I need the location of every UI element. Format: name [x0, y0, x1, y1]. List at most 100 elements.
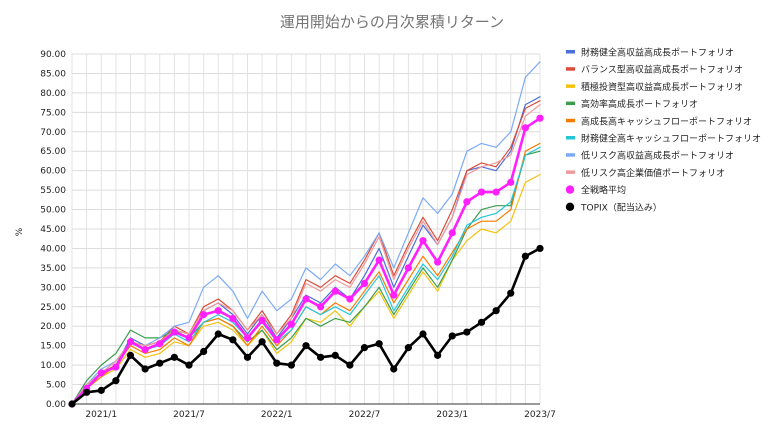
legend-swatch [566, 153, 575, 157]
legend-label: 財務健全高キャッシュフローポートフォリオ [581, 133, 761, 145]
y-tick-label: 0.00 [46, 400, 66, 410]
legend-item: 財務健全高収益高成長ポートフォリオ [566, 47, 734, 59]
data-point [390, 365, 398, 373]
legend-label: 高効率高成長ポートフォリオ [581, 98, 698, 110]
series-line [71, 103, 541, 405]
data-point [360, 344, 369, 352]
y-axis-label: % [15, 227, 25, 236]
data-point [448, 229, 456, 237]
data-point [200, 310, 208, 319]
data-point [156, 359, 164, 367]
series-7 [71, 103, 541, 405]
y-tick-label: 60.00 [40, 167, 66, 177]
y-tick-label: 70.00 [40, 128, 66, 138]
legend-swatch [566, 50, 575, 54]
data-point [346, 361, 354, 369]
data-point [521, 124, 529, 132]
data-point [404, 264, 412, 272]
data-point [536, 244, 544, 253]
data-point [463, 328, 471, 336]
legend-swatch [566, 67, 575, 71]
legend-item: 全戦略平均 [565, 184, 626, 196]
data-point [185, 361, 193, 369]
legend-swatch [566, 101, 575, 106]
data-point [434, 258, 442, 266]
x-tick-label: 2021/1 [85, 410, 117, 420]
data-point [448, 332, 456, 340]
data-point [521, 252, 529, 260]
data-point [507, 289, 515, 297]
y-tick-label: 45.00 [40, 225, 66, 235]
y-tick-label: 50.00 [40, 206, 66, 216]
data-point [434, 351, 442, 359]
y-tick-label: 35.00 [40, 264, 66, 274]
data-point [141, 345, 149, 354]
legend-label: 低リスク高企業価値ポートフォリオ [581, 167, 725, 179]
y-tick-label: 20.00 [40, 322, 66, 332]
x-tick-label: 2023/1 [436, 410, 468, 420]
data-point [375, 256, 383, 264]
legend-item: バランス型高収益高成長ポートフォリオ [566, 64, 743, 76]
data-point [185, 334, 193, 342]
y-tick-label: 15.00 [40, 342, 66, 352]
legend-item: 財務健全高キャッシュフローポートフォリオ [566, 133, 761, 145]
legend-item: 高成長高キャッシュフローポートフォリオ [566, 115, 752, 127]
y-tick-label: 90.00 [40, 50, 66, 60]
series-line [71, 150, 541, 405]
series-6 [71, 61, 541, 405]
legend-item: 低リスク高収益高成長ポートフォリオ [566, 150, 734, 162]
data-point [258, 316, 266, 324]
data-point [287, 320, 295, 328]
data-point [126, 351, 135, 359]
legend-label: 全戦略平均 [581, 184, 626, 196]
legend-item: 低リスク高企業価値ポートフォリオ [566, 167, 725, 179]
data-point [214, 330, 222, 338]
data-point [492, 188, 500, 196]
data-point [229, 314, 237, 323]
series-9 [68, 244, 544, 408]
data-point [170, 353, 178, 361]
data-point [97, 369, 105, 377]
y-tick-label: 80.00 [40, 89, 66, 99]
gridlines [71, 53, 541, 405]
data-point [112, 363, 120, 371]
series-line [71, 61, 541, 405]
y-tick-label: 30.00 [40, 283, 66, 293]
y-tick-label: 5.00 [46, 381, 66, 391]
legend-swatch [566, 170, 575, 174]
data-point [273, 336, 281, 344]
data-point [390, 291, 398, 299]
y-tick-label: 10.00 [40, 361, 66, 371]
legend-swatch [566, 118, 575, 123]
y-tick-label: 65.00 [40, 147, 66, 157]
data-point [170, 328, 178, 336]
legend-marker [565, 185, 575, 194]
legend-label: 低リスク高収益高成長ポートフォリオ [581, 150, 734, 162]
legend-label: TOPIX（配当込み） [580, 201, 662, 213]
data-point [492, 307, 500, 315]
data-point [536, 114, 544, 122]
legend-label: 積極投資型高収益高成長ポートフォリオ [581, 81, 743, 93]
data-point [229, 336, 237, 344]
x-tick-label: 2021/7 [173, 410, 205, 420]
data-point [477, 318, 486, 326]
data-point [317, 303, 325, 311]
data-point [317, 353, 325, 361]
y-tick-label: 40.00 [40, 244, 66, 254]
data-point [126, 338, 135, 346]
data-point [463, 198, 471, 206]
series-8 [68, 114, 544, 408]
data-point [243, 334, 252, 342]
data-point [360, 279, 369, 288]
legend-swatch [566, 84, 575, 88]
legend-item: 積極投資型高収益高成長ポートフォリオ [566, 81, 743, 93]
series-3 [71, 150, 541, 405]
x-tick-label: 2023/7 [524, 410, 556, 420]
y-tick-label: 85.00 [40, 69, 66, 79]
data-point [302, 295, 310, 303]
data-point [214, 307, 222, 315]
data-point [302, 342, 310, 350]
x-tick-label: 2022/7 [349, 410, 381, 420]
